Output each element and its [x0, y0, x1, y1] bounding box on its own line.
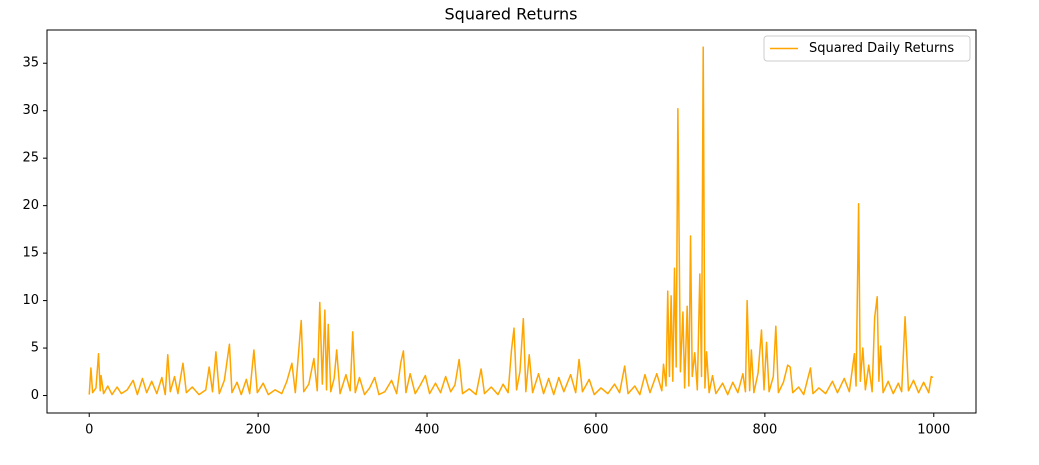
data-line	[88, 46, 934, 396]
x-tick-label: 0	[85, 423, 93, 438]
x-tick-label: 600	[584, 423, 609, 438]
legend-box	[763, 35, 971, 62]
x-tick-label: 200	[246, 423, 271, 438]
chart-title: Squared Returns	[445, 5, 578, 24]
y-tick-label: 5	[31, 341, 39, 356]
legend-label: Squared Daily Returns	[809, 41, 954, 56]
y-tick-label: 35	[22, 56, 39, 71]
y-tick-label: 15	[22, 246, 39, 261]
y-tick-label: 0	[31, 388, 39, 403]
plot-frame	[46, 29, 977, 414]
y-tick-label: 10	[22, 293, 39, 308]
y-tick-label: 20	[22, 198, 39, 213]
y-tick-label: 30	[22, 103, 39, 118]
x-tick-label: 400	[415, 423, 440, 438]
x-tick-label: 1000	[917, 423, 950, 438]
x-tick-label: 800	[752, 423, 777, 438]
y-tick-label: 25	[22, 151, 39, 166]
